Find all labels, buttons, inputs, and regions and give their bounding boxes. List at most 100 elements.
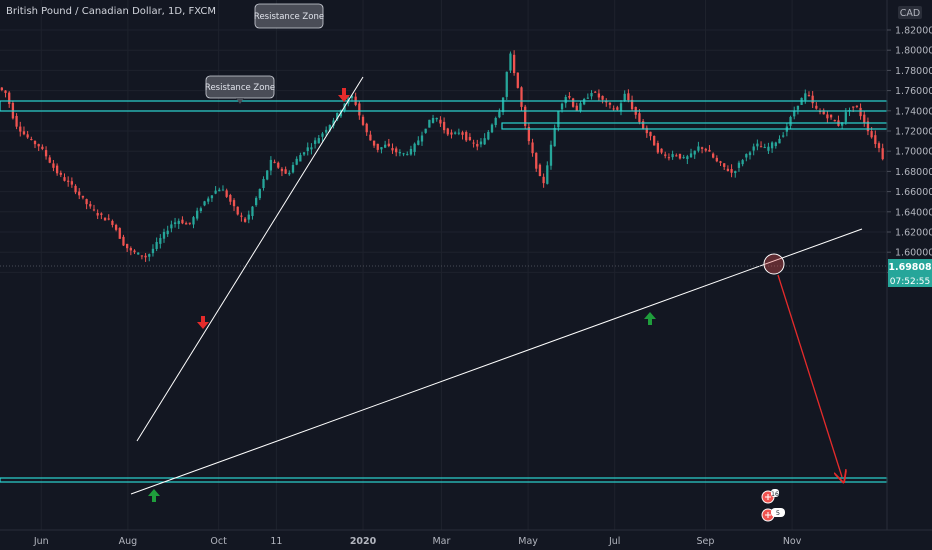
candle-body — [501, 97, 505, 113]
candle-body — [313, 140, 317, 144]
x-tick-label: Aug — [119, 536, 138, 547]
candle-body — [122, 236, 125, 246]
candle-body — [719, 161, 722, 163]
candle-body — [431, 117, 435, 123]
candle-body — [328, 124, 331, 131]
candle-body — [483, 138, 486, 145]
candle-body — [15, 115, 18, 127]
badge-count: 16 — [771, 491, 779, 498]
candle-body — [874, 135, 877, 145]
candle-body — [0, 87, 3, 91]
currency-badge — [898, 6, 922, 19]
candles — [0, 50, 884, 262]
candle-body — [774, 142, 777, 147]
breakout-circle[interactable] — [763, 253, 785, 275]
time-axis[interactable]: Jun Aug Oct 11 2020 Mar May Jul Sep Nov — [0, 529, 932, 547]
candle-body — [74, 185, 77, 193]
candle-body — [442, 121, 446, 131]
candle-body — [807, 95, 811, 97]
candle-body — [678, 153, 682, 159]
candle-body — [173, 222, 177, 224]
arrow-down-icon[interactable] — [338, 88, 350, 102]
candle-body — [350, 95, 354, 99]
candle-body — [804, 93, 807, 101]
price-axis[interactable]: 1.82000 1.80000 1.78000 1.76000 1.74000 1.720… — [886, 0, 932, 530]
candle-body — [92, 209, 96, 211]
y-tick-label: 1.78000 — [895, 66, 932, 77]
candle-body — [641, 121, 645, 129]
candle-body — [638, 113, 641, 123]
candle-body — [232, 200, 236, 207]
y-tick-label: 1.82000 — [895, 26, 932, 37]
price-tag — [888, 259, 932, 273]
candle-body — [653, 135, 656, 146]
candle-body — [877, 143, 881, 149]
candle-body — [41, 146, 44, 149]
callout-resistance-mid[interactable]: Resistance Zone — [205, 75, 275, 104]
event-badges[interactable]: 16 5 — [761, 489, 785, 522]
candle-body — [302, 152, 306, 155]
x-tick-label: Sep — [697, 536, 715, 547]
projection-arrow[interactable] — [777, 274, 842, 477]
candle-body — [623, 93, 626, 102]
x-tick-label: May — [518, 536, 538, 547]
candle-body — [129, 248, 132, 251]
candle-body — [822, 110, 825, 115]
candle-body — [336, 112, 339, 120]
candle-body — [240, 215, 243, 217]
candle-body — [778, 138, 781, 144]
ascending-support-line[interactable] — [130, 228, 863, 495]
callout-resistance-top[interactable]: Resistance Zone — [254, 3, 324, 29]
candle-body — [317, 138, 320, 144]
candle-body — [450, 132, 453, 135]
candle-body — [793, 111, 796, 117]
candle-body — [218, 189, 221, 192]
candle-body — [78, 191, 81, 196]
candle-body — [380, 147, 383, 150]
countdown-label: 07:52:55 — [890, 277, 930, 287]
x-tick-label: 11 — [270, 536, 282, 547]
candle-body — [376, 143, 379, 150]
candle-body — [203, 201, 206, 206]
y-tick-label: 1.70000 — [895, 147, 932, 158]
candle-body — [505, 71, 508, 97]
candle-body — [30, 138, 33, 140]
candle-body — [424, 128, 427, 133]
candle-body — [96, 213, 99, 216]
candle-body — [715, 157, 718, 162]
candle-body — [8, 92, 11, 104]
candle-body — [420, 135, 424, 142]
candle-body — [37, 144, 40, 147]
candle-body — [398, 152, 402, 154]
candle-body — [708, 149, 711, 152]
candle-body — [273, 161, 276, 163]
candle-body — [321, 133, 324, 137]
candle-body — [575, 105, 578, 111]
candle-body — [383, 144, 387, 148]
candle-body — [184, 223, 188, 225]
price-tag-label: 1.69808 — [888, 262, 932, 273]
candle-body — [133, 250, 136, 253]
candle-body — [85, 199, 88, 205]
candle-body — [605, 101, 608, 103]
arrow-down-icon[interactable] — [197, 316, 209, 329]
candle-body — [472, 142, 475, 144]
candle-body — [512, 54, 516, 74]
candle-body — [159, 238, 162, 244]
candle-body — [468, 137, 472, 141]
candle-body — [177, 220, 180, 224]
rising-wedge-line[interactable] — [136, 76, 364, 442]
callout-label: Resistance Zone — [205, 83, 275, 93]
arrow-up-icon[interactable] — [644, 312, 656, 325]
arrow-up-icon[interactable] — [148, 489, 160, 502]
candle-body — [767, 146, 770, 151]
y-tick-label: 1.80000 — [895, 46, 932, 57]
candle-body — [612, 108, 615, 110]
candle-body — [192, 217, 195, 225]
candle-body — [664, 154, 667, 156]
candle-body — [579, 103, 582, 111]
countdown-tag — [888, 273, 932, 287]
candle-body — [759, 146, 763, 148]
